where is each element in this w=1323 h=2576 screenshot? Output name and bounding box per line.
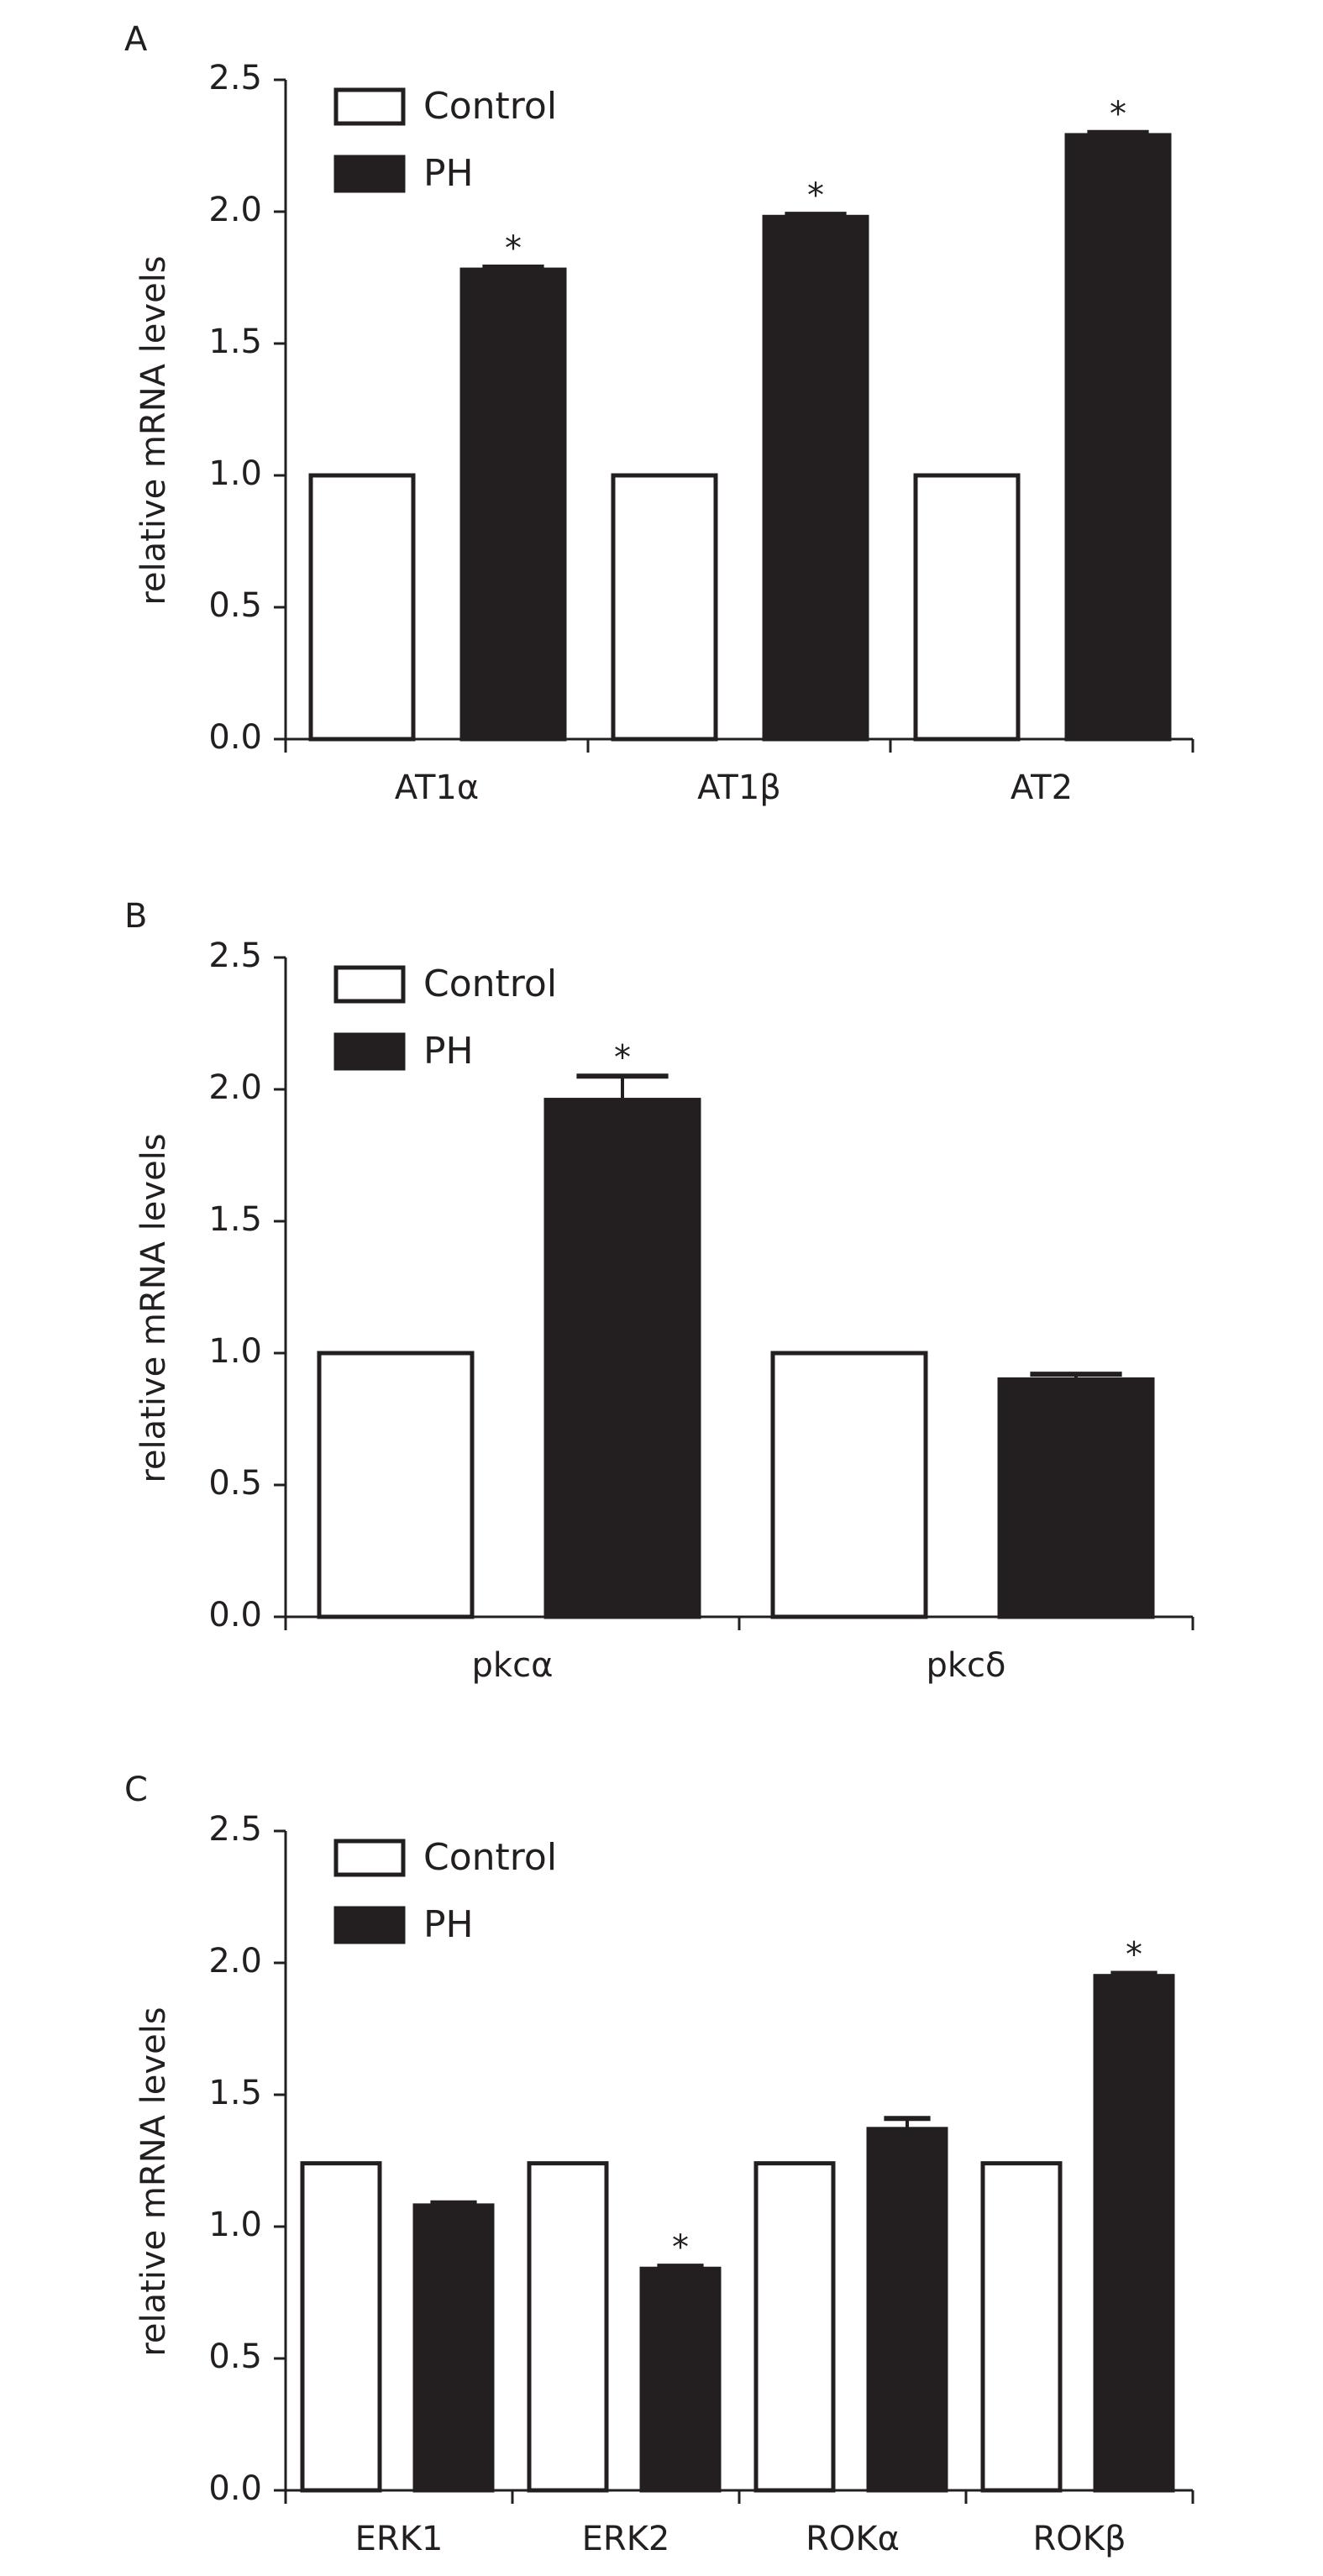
- significance-marker: *: [807, 176, 824, 215]
- legend-label: PH: [423, 1030, 474, 1073]
- bar-ph: [866, 2127, 948, 2493]
- y-tick-label: 1.5: [208, 323, 262, 361]
- x-tick-label: ERK2: [582, 2520, 670, 2558]
- y-axis-title: relative mRNA levels: [134, 1133, 173, 1482]
- legend-label: Control: [423, 1836, 557, 1879]
- legend-swatch-control: [333, 1839, 406, 1877]
- legend-swatch-ph: [333, 1906, 406, 1944]
- bar-control: [611, 473, 718, 742]
- legend-label: Control: [423, 85, 557, 128]
- x-tick-label: ERK1: [355, 2520, 444, 2558]
- panel-label: A: [124, 20, 148, 59]
- y-tick-label: 2.0: [208, 191, 262, 229]
- bar-ph: [997, 1377, 1155, 1619]
- y-tick-label: 2.0: [208, 1068, 262, 1107]
- significance-marker: *: [505, 229, 522, 268]
- significance-marker: *: [614, 1038, 631, 1077]
- legend-swatch-ph: [333, 155, 406, 193]
- panel-a: A 0.0 0.5 1.0 1.5 2.0 2.5 relative mRNA levels A…: [124, 20, 1194, 807]
- y-tick-label: 2.5: [208, 1810, 262, 1849]
- panel-b: B 0.0 0.5 1.0 1.5 2.0 2.5 relative mRNA levels p…: [124, 897, 1194, 1685]
- bar-control: [308, 473, 416, 742]
- x-tick-label: ROKβ: [1032, 2520, 1126, 2558]
- legend-swatch-ph: [333, 1032, 406, 1071]
- bar-ph: [1064, 133, 1172, 742]
- bar-control: [980, 2161, 1063, 2493]
- bar-ph: [412, 2203, 495, 2493]
- y-axis-title: relative mRNA levels: [134, 2007, 173, 2356]
- bar-control: [913, 473, 1021, 742]
- y-tick-label: 0.0: [208, 2469, 262, 2508]
- y-tick-label: 1.0: [208, 454, 262, 493]
- panel-c: C 0.0 0.5 1.0 1.5 2.0 2.5 relative mRNA levels E…: [124, 1771, 1194, 2558]
- x-tick-label: AT2: [1011, 769, 1073, 807]
- legend-label: PH: [423, 1903, 474, 1946]
- bar-ph: [543, 1098, 701, 1619]
- x-tick-label: ROKα: [806, 2520, 900, 2558]
- significance-marker: *: [1110, 95, 1126, 134]
- bar-control: [527, 2161, 609, 2493]
- y-tick-label: 2.5: [208, 59, 262, 97]
- x-tick-label: pkcδ: [926, 1646, 1005, 1685]
- significance-marker: *: [1126, 1936, 1142, 1975]
- y-tick-label: 0.0: [208, 1596, 262, 1634]
- bar-control: [317, 1351, 475, 1619]
- bar-control: [300, 2161, 382, 2493]
- bar-ph: [1093, 1974, 1175, 2493]
- y-tick-label: 1.0: [208, 2206, 262, 2244]
- y-tick-label: 1.0: [208, 1332, 262, 1371]
- panel-label: C: [124, 1771, 148, 1809]
- bar-ph: [762, 214, 869, 742]
- y-tick-label: 0.5: [208, 586, 262, 625]
- panel-label: B: [124, 897, 147, 936]
- x-tick-label: pkcα: [472, 1646, 554, 1685]
- significance-marker: *: [672, 2228, 689, 2267]
- bar-ph: [639, 2266, 722, 2493]
- y-tick-label: 0.0: [208, 718, 262, 757]
- y-axis-title: relative mRNA levels: [134, 255, 173, 605]
- bar-control: [753, 2161, 836, 2493]
- legend-swatch-control: [333, 965, 406, 1004]
- bar-control: [770, 1351, 928, 1619]
- x-tick-label: AT1β: [697, 769, 781, 807]
- legend-label: PH: [423, 152, 474, 195]
- y-tick-label: 2.5: [208, 936, 262, 975]
- y-tick-label: 1.5: [208, 2074, 262, 2112]
- y-tick-label: 0.5: [208, 2337, 262, 2376]
- y-tick-label: 1.5: [208, 1200, 262, 1239]
- bar-ph: [459, 267, 567, 742]
- legend-swatch-control: [333, 87, 406, 126]
- legend-label: Control: [423, 963, 557, 1005]
- x-tick-label: AT1α: [395, 769, 480, 807]
- y-tick-label: 0.5: [208, 1464, 262, 1503]
- y-tick-label: 2.0: [208, 1942, 262, 1981]
